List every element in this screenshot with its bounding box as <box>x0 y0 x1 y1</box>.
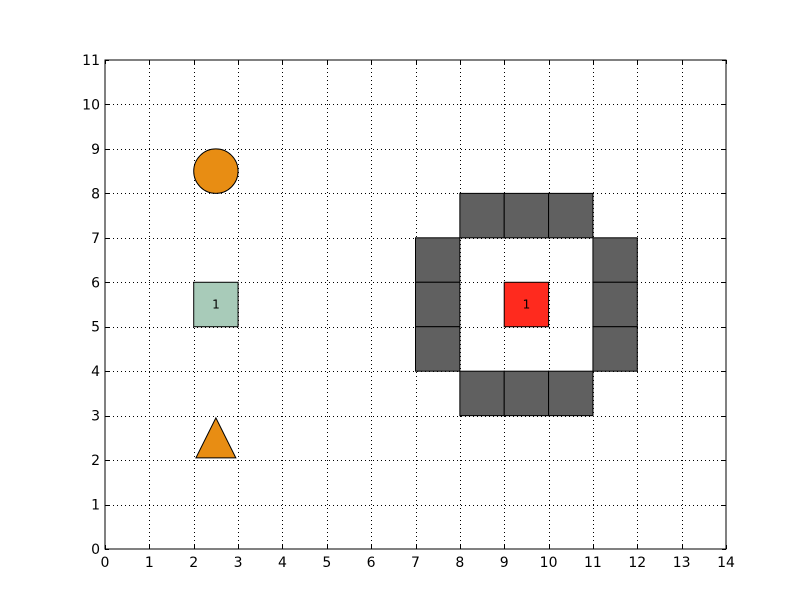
wall-cell <box>548 192 594 239</box>
y-tick-label: 4 <box>91 364 100 380</box>
y-tick-label: 11 <box>82 53 100 69</box>
wall-cell <box>415 237 461 283</box>
wall-cell <box>415 281 461 328</box>
triangle-marker <box>195 416 237 459</box>
tile <box>193 281 239 328</box>
y-tick-label: 8 <box>91 186 100 202</box>
x-tick-label: 8 <box>455 555 464 571</box>
wall-cell <box>415 326 461 372</box>
x-tick-label: 9 <box>500 555 509 571</box>
x-tick-label: 5 <box>322 555 331 571</box>
x-tick-label: 12 <box>628 555 646 571</box>
wall-cell <box>548 370 594 417</box>
wall-cell <box>592 237 638 283</box>
x-tick-label: 3 <box>234 555 243 571</box>
markers <box>193 148 239 459</box>
y-tick-label: 5 <box>91 320 100 336</box>
wall-cells <box>415 192 638 417</box>
y-tick-label: 7 <box>91 231 100 247</box>
wall-cell <box>592 281 638 328</box>
tile-label: 1 <box>523 298 531 312</box>
wall-cell <box>503 192 550 239</box>
x-tick-label: 11 <box>584 555 602 571</box>
wall-cell <box>592 326 638 372</box>
x-tick-label: 2 <box>189 555 198 571</box>
y-tick-label: 9 <box>91 142 100 158</box>
wall-cell <box>503 370 550 417</box>
x-tick-label: 4 <box>278 555 287 571</box>
plot-frame <box>104 59 727 550</box>
x-tick-label: 10 <box>540 555 558 571</box>
x-tick-label: 7 <box>411 555 420 571</box>
x-tick-label: 1 <box>145 555 154 571</box>
x-tick-label: 0 <box>101 555 110 571</box>
circle-marker <box>193 148 239 194</box>
tile <box>503 281 550 328</box>
x-tick-label: 6 <box>367 555 376 571</box>
wall-cell <box>459 370 505 417</box>
tile-label: 1 <box>212 298 220 312</box>
axis-ticks <box>105 60 727 550</box>
y-tick-label: 3 <box>91 409 100 425</box>
y-tick-label: 0 <box>91 542 100 558</box>
y-tick-label: 1 <box>91 498 100 514</box>
x-tick-label: 14 <box>717 555 735 571</box>
wall-cell <box>459 192 505 239</box>
y-tick-label: 10 <box>82 97 100 113</box>
x-tick-label: 13 <box>673 555 691 571</box>
y-tick-label: 2 <box>91 453 100 469</box>
y-tick-label: 6 <box>91 275 100 291</box>
